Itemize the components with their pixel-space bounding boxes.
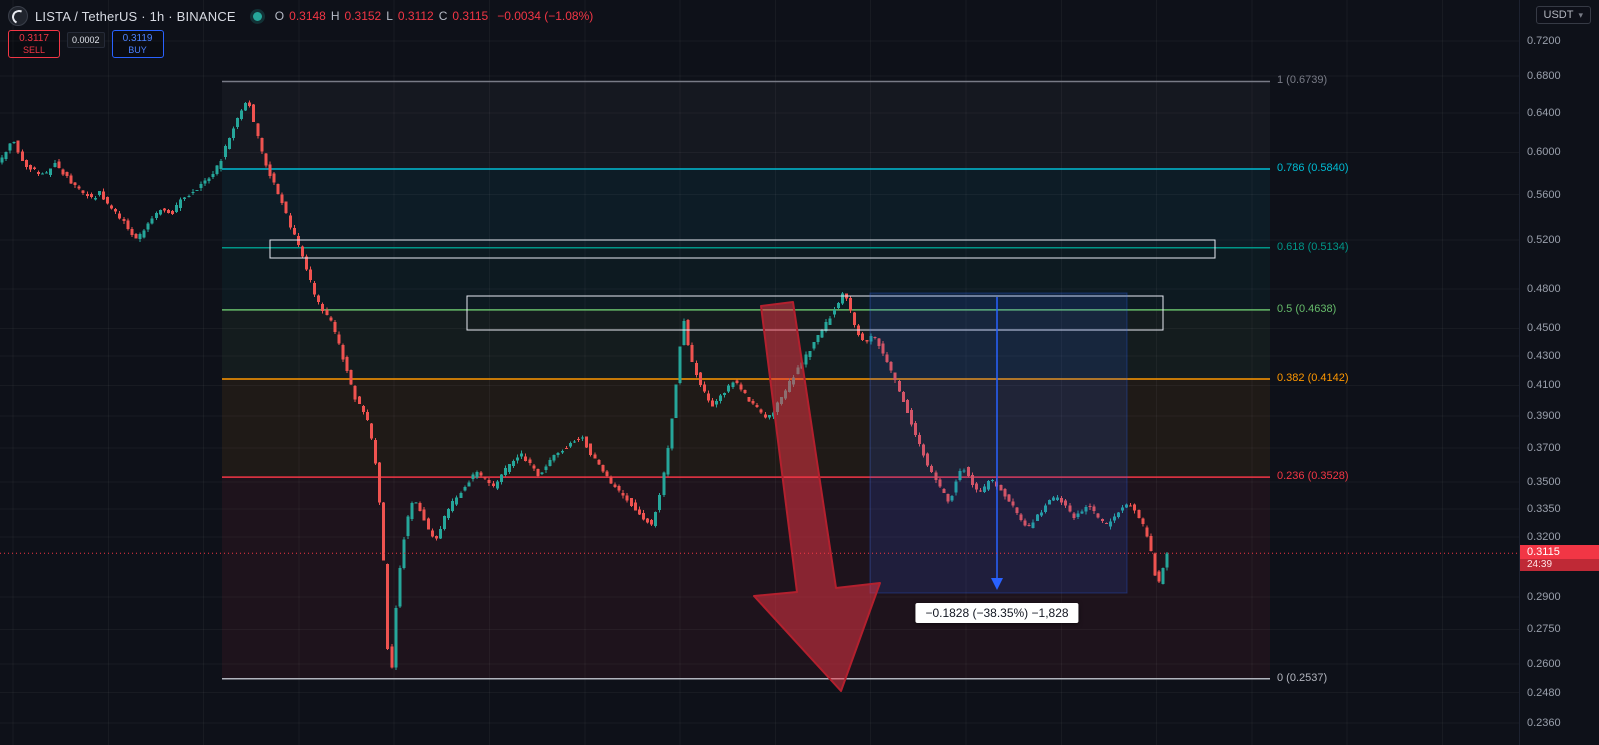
chevron-down-icon: ▾ [1578,9,1583,20]
fib-level-label: 0.382 (0.4142) [1277,372,1349,385]
sell-label: SELL [22,44,46,55]
price-tick: 0.3900 [1527,409,1561,422]
current-price-badge: 0.3115 24:39 [1520,545,1599,572]
fib-level-label: 0.5 (0.4638) [1277,302,1337,315]
symbol-logo-icon [8,6,28,26]
ohlc-close-value: 0.3115 [452,9,489,23]
ohlc-change-value: −0.0034 (−1.08%) [497,9,594,23]
price-tick: 0.7200 [1527,35,1561,47]
buy-label: BUY [128,44,147,55]
price-tick: 0.2750 [1527,623,1561,636]
chart-header: LISTA / TetherUS · 1h · BINANCE O 0.3148 … [8,6,593,26]
candlestick-series [0,100,1169,670]
price-axis[interactable]: 0.7200 0.6800 0.6400 0.6000 0.5600 0.5200 0.48… [1519,0,1599,745]
price-tick: 0.6000 [1527,146,1561,159]
price-tick: 0.2600 [1527,657,1561,670]
price-tick: 0.2480 [1527,686,1561,699]
symbol-title[interactable]: LISTA / TetherUS · 1h · BINANCE [35,8,236,24]
fib-level-label: 1 (0.6739) [1277,74,1328,87]
price-tick: 0.3700 [1527,442,1561,455]
ohlc-high-label: H [330,9,340,23]
spread-value: 0.0002 [67,32,105,48]
fib-retracement-lines[interactable] [222,80,1270,680]
price-tick: 0.5200 [1527,233,1561,246]
price-tick: 0.4100 [1527,379,1561,392]
sell-button[interactable]: 0.3117 SELL [8,30,60,58]
rectangle-drawing[interactable] [269,239,1216,259]
price-tick: 0.5600 [1527,188,1561,201]
price-tick: 0.6400 [1527,107,1561,120]
price-tick: 0.4500 [1527,322,1561,335]
price-tick: 0.2900 [1527,591,1561,603]
measure-tool[interactable] [869,292,1128,594]
price-tick: 0.6800 [1527,69,1561,82]
fib-level-label: 0.618 (0.5134) [1277,240,1349,253]
trade-widget: 0.3117 SELL 0.0002 0.3119 BUY [8,30,164,58]
market-status-icon[interactable] [252,11,262,21]
ohlc-close-label: C [438,9,448,23]
fib-level-label: 0 (0.2537) [1277,671,1328,684]
buy-price: 0.3119 [122,33,153,45]
ohlc-low-label: L [386,9,393,23]
currency-selector-button[interactable]: USDT ▾ [1535,6,1591,24]
price-tick: 0.3500 [1527,476,1561,489]
price-tick: 0.3350 [1527,502,1561,515]
price-tick: 0.3200 [1527,530,1561,543]
ohlc-open-label: O [274,9,285,23]
price-tick: 0.4300 [1527,350,1561,363]
sell-price: 0.3117 [19,33,49,45]
ohlc-high-value: 0.3152 [344,9,382,23]
rectangle-drawing[interactable] [466,295,1164,331]
ohlc-low-value: 0.3112 [397,9,434,23]
current-price-value: 0.3115 [1520,545,1599,560]
candle-countdown: 24:39 [1520,559,1599,572]
buy-button[interactable]: 0.3119 BUY [111,30,164,58]
fib-level-label: 0.786 (0.5840) [1277,162,1349,174]
measure-label[interactable]: −0.1828 (−38.35%) −1,828 [915,603,1079,623]
currency-label: USDT [1543,9,1574,21]
fib-band-fills [222,81,1270,679]
ohlc-open-value: 0.3148 [289,9,326,23]
ohlc-values: O 0.3148 H 0.3152 L 0.3112 C 0.3115 −0.0034 … [275,9,593,23]
fib-level-label: 0.236 (0.3528) [1277,470,1349,483]
price-tick: 0.2360 [1527,717,1561,729]
price-tick: 0.4800 [1527,282,1561,295]
arrow-drawing[interactable] [753,301,881,692]
